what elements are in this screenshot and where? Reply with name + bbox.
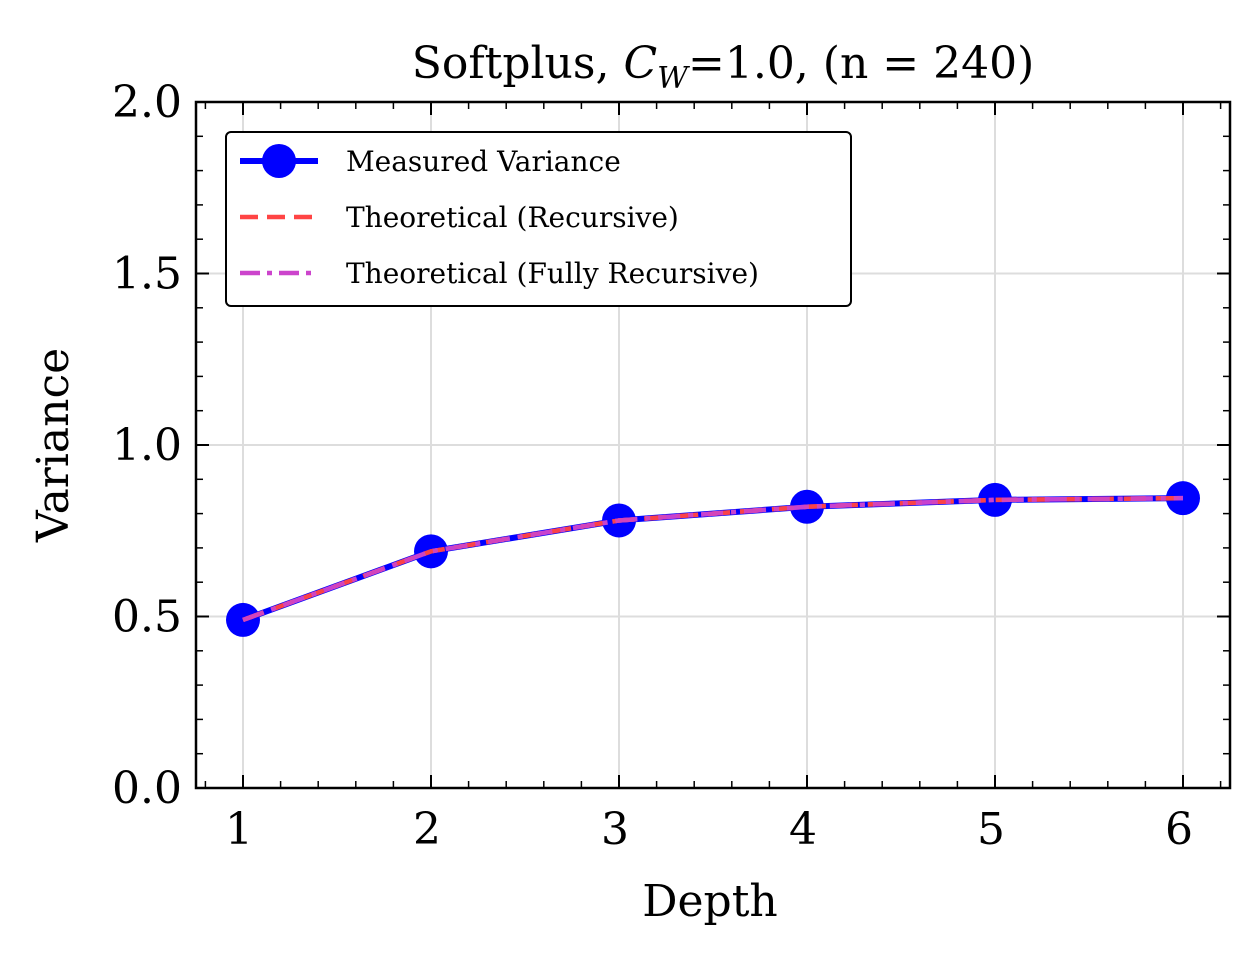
legend-box [225,131,852,307]
series-0-point-4 [978,482,1012,517]
x-tick-label-3: 4 [789,804,817,855]
x-tick-label-2: 3 [601,804,629,855]
chart-title: Softplus, CW=1.0, (n = 240) [412,38,1035,96]
legend-marker-0 [262,144,296,178]
series-line-overlay-2 [242,495,1184,623]
title-suffix: =1.0, (n = 240) [688,38,1034,89]
x-tick-label-1: 2 [413,804,441,855]
y-tick-label-3: 1.5 [112,249,182,300]
legend-label-2: Theoretical (Fully Recursive) [346,257,759,290]
x-tick-label-5: 6 [1165,804,1193,855]
y-tick-label-2: 1.0 [112,420,182,471]
y-tick-label-0: 0.0 [112,763,182,814]
x-tick-label-4: 5 [977,804,1005,855]
x-tick-label-0: 1 [225,804,253,855]
legend-label-1: Theoretical (Recursive) [346,201,679,234]
legend: Measured Variance Theoretical (Recursive)… [225,131,852,307]
title-prefix: Softplus, [412,38,624,89]
y-axis-label: Variance [28,348,79,543]
x-axis-label: Depth [642,876,778,927]
title-subscript: W [657,61,690,96]
legend-label-0: Measured Variance [346,145,621,178]
ticks-layer: 1 2 3 4 5 6 0.0 0.5 1.0 1.5 2.0 [112,77,1230,855]
series-line-0 [241,495,1184,623]
legend-items: Measured Variance Theoretical (Recursive)… [240,144,759,290]
series-layer [226,481,1200,637]
y-tick-label-1: 0.5 [112,592,182,643]
title-symbol: C [623,38,657,89]
y-tick-label-4: 2.0 [112,77,182,128]
